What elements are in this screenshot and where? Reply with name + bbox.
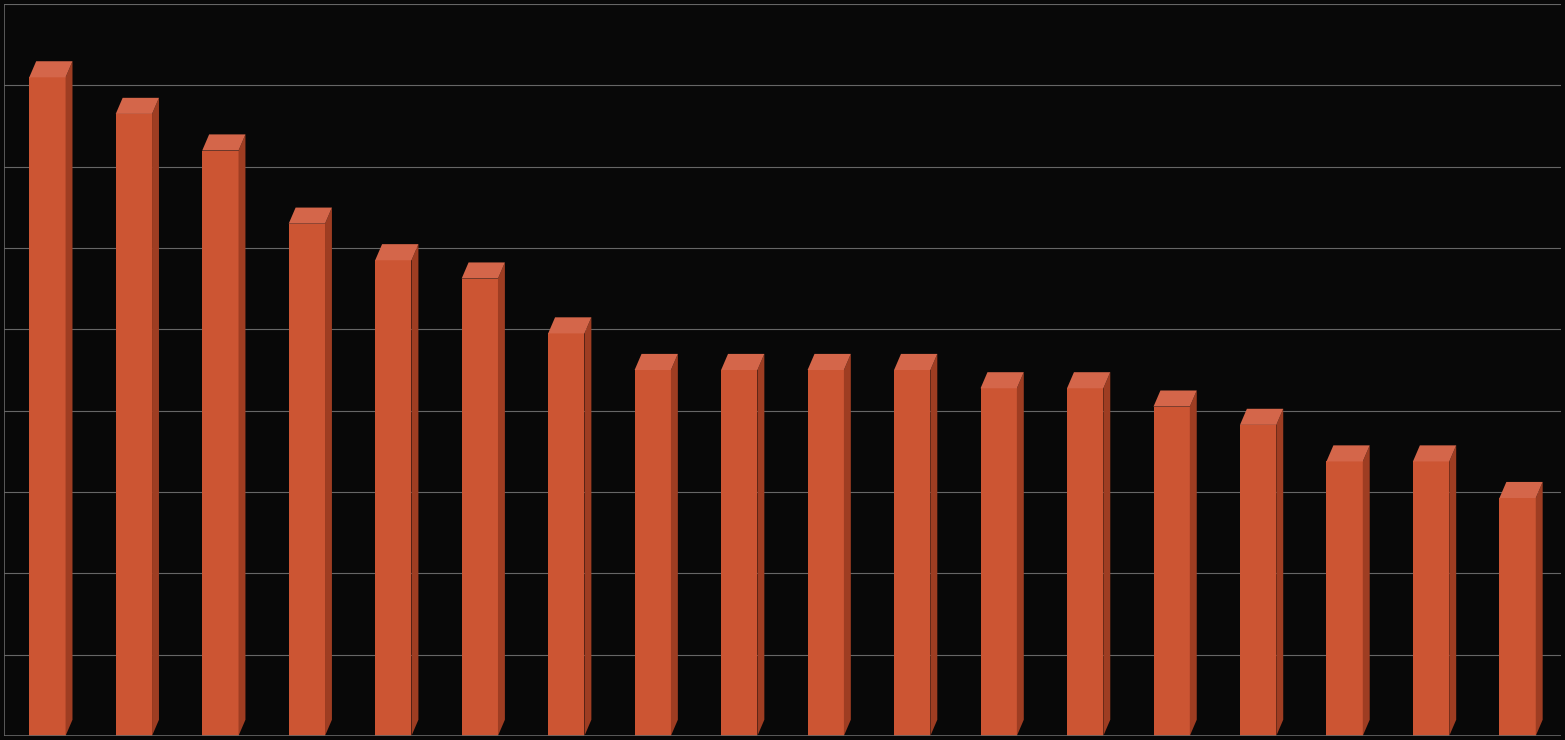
Polygon shape	[1103, 372, 1110, 736]
Polygon shape	[1535, 482, 1543, 736]
Polygon shape	[1363, 445, 1369, 736]
Polygon shape	[1239, 408, 1283, 425]
Polygon shape	[202, 150, 238, 736]
Polygon shape	[1153, 406, 1189, 736]
Polygon shape	[981, 372, 1024, 389]
Polygon shape	[1413, 462, 1449, 736]
Polygon shape	[1277, 408, 1283, 736]
Polygon shape	[1067, 388, 1103, 736]
Polygon shape	[1017, 372, 1024, 736]
Polygon shape	[498, 263, 505, 736]
Polygon shape	[548, 317, 592, 334]
Polygon shape	[808, 354, 851, 370]
Polygon shape	[152, 98, 160, 736]
Polygon shape	[376, 260, 412, 736]
Polygon shape	[412, 244, 418, 736]
Polygon shape	[548, 334, 584, 736]
Polygon shape	[930, 354, 937, 736]
Polygon shape	[721, 370, 757, 736]
Polygon shape	[1499, 498, 1535, 736]
Polygon shape	[1327, 445, 1369, 462]
Polygon shape	[288, 208, 332, 223]
Polygon shape	[808, 370, 844, 736]
Polygon shape	[462, 263, 505, 278]
Polygon shape	[1327, 462, 1363, 736]
Polygon shape	[202, 135, 246, 150]
Polygon shape	[894, 354, 937, 370]
Polygon shape	[1499, 482, 1543, 498]
Polygon shape	[238, 135, 246, 736]
Polygon shape	[1449, 445, 1455, 736]
Polygon shape	[1413, 445, 1455, 462]
Polygon shape	[981, 388, 1017, 736]
Polygon shape	[462, 278, 498, 736]
Polygon shape	[1153, 391, 1197, 406]
Polygon shape	[1189, 391, 1197, 736]
Polygon shape	[757, 354, 764, 736]
Polygon shape	[721, 354, 764, 370]
Polygon shape	[635, 354, 678, 370]
Polygon shape	[671, 354, 678, 736]
Polygon shape	[66, 61, 72, 736]
Polygon shape	[116, 114, 152, 736]
Polygon shape	[376, 244, 418, 260]
Polygon shape	[116, 98, 160, 114]
Polygon shape	[1239, 425, 1277, 736]
Polygon shape	[326, 208, 332, 736]
Polygon shape	[30, 61, 72, 78]
Polygon shape	[844, 354, 851, 736]
Polygon shape	[635, 370, 671, 736]
Polygon shape	[288, 223, 326, 736]
Polygon shape	[894, 370, 930, 736]
Polygon shape	[584, 317, 592, 736]
Polygon shape	[1067, 372, 1110, 389]
Polygon shape	[30, 78, 66, 736]
